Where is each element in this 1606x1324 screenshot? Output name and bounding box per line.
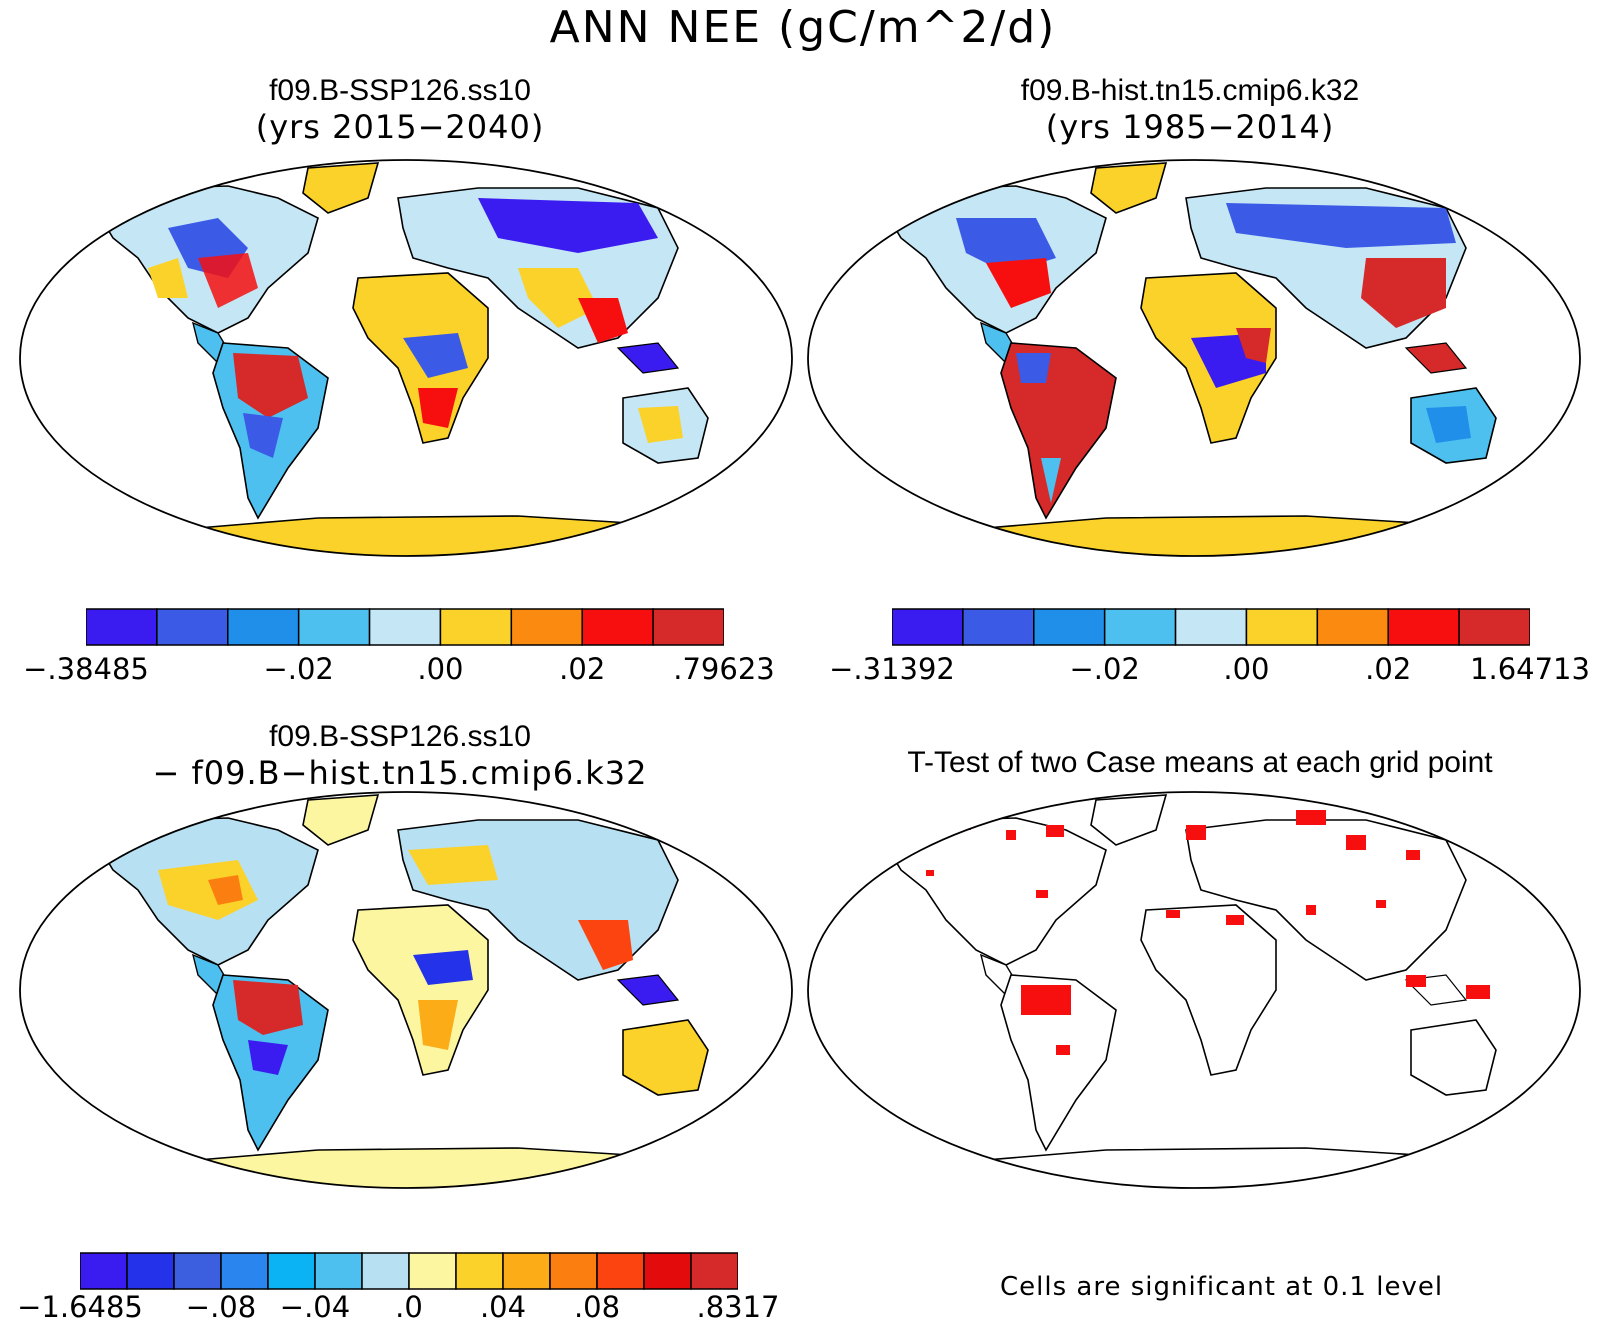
colorbar-tick-label: .8317 bbox=[696, 1290, 780, 1324]
colorbar-tick-label: .04 bbox=[479, 1290, 527, 1324]
colorbar-swatch bbox=[1387, 608, 1460, 646]
colorbar-tick-label: −.08 bbox=[185, 1290, 257, 1324]
colorbar-swatch bbox=[80, 1252, 128, 1290]
colorbar-swatch bbox=[892, 608, 964, 646]
panel-title-case1: f09.B-SSP126.ss10 (yrs 2015−2040) bbox=[90, 74, 710, 146]
colorbar-swatch bbox=[549, 1252, 598, 1290]
colorbar-case1-labels: −.38485 −.02 .00 .02 .79623 bbox=[23, 652, 775, 688]
colorbar-swatch bbox=[361, 1252, 410, 1290]
panel-title-diff-line2: − f09.B−hist.tn15.cmip6.k32 bbox=[152, 754, 648, 792]
colorbar-tick-label: 1.64713 bbox=[1470, 652, 1590, 686]
colorbar-diff-labels: −1.6485 −.08 −.04 .0 .04 .08 .8317 bbox=[17, 1290, 779, 1324]
colorbar-tick-label: −.02 bbox=[263, 652, 334, 686]
colorbar-swatch bbox=[267, 1252, 316, 1290]
colorbar-swatch bbox=[227, 608, 300, 646]
panel-title-case2-line2: (yrs 1985−2014) bbox=[1045, 108, 1335, 146]
colorbar-case1 bbox=[86, 608, 724, 646]
colorbar-swatch bbox=[1033, 608, 1106, 646]
colorbar-tick-label: −.31392 bbox=[829, 652, 955, 686]
colorbar-tick-label: .00 bbox=[417, 652, 464, 686]
panel-title-case1-line1: f09.B-SSP126.ss10 bbox=[269, 74, 531, 107]
panel-title-case1-line2: (yrs 2015−2040) bbox=[255, 108, 545, 146]
colorbar-swatch bbox=[1103, 608, 1177, 646]
colorbar-case2 bbox=[892, 608, 1530, 646]
colorbar-tick-label: .08 bbox=[573, 1290, 621, 1324]
colorbar-swatch bbox=[502, 1252, 551, 1290]
panel-title-case2-line1: f09.B-hist.tn15.cmip6.k32 bbox=[1020, 74, 1360, 107]
colorbar-tick-label: .02 bbox=[1365, 652, 1412, 686]
colorbar-swatch bbox=[173, 1252, 222, 1290]
colorbar-diff bbox=[80, 1252, 738, 1290]
colorbar-tick-label: .02 bbox=[559, 652, 606, 686]
colorbar-swatch bbox=[1316, 608, 1389, 646]
panel-title-ttest: T-Test of two Case means at each grid po… bbox=[907, 746, 1493, 779]
colorbar-tick-label: .00 bbox=[1223, 652, 1270, 686]
panel-title-diff: f09.B-SSP126.ss10 − f09.B−hist.tn15.cmip… bbox=[60, 720, 740, 792]
colorbar-swatch bbox=[86, 608, 158, 646]
colorbar-swatch bbox=[581, 608, 654, 646]
colorbar-swatch bbox=[643, 1252, 692, 1290]
colorbar-tick-label: −1.6485 bbox=[17, 1290, 143, 1324]
colorbar-tick-label: .79623 bbox=[673, 652, 775, 686]
colorbar-swatch bbox=[1245, 608, 1319, 646]
map-case1 bbox=[19, 159, 793, 557]
map-ttest bbox=[807, 791, 1581, 1189]
colorbar-tick-label: −.02 bbox=[1069, 652, 1140, 686]
colorbar-swatch bbox=[596, 1252, 645, 1290]
colorbar-case2-labels: −.31392 −.02 .00 .02 1.64713 bbox=[829, 652, 1590, 688]
colorbar-swatch bbox=[1458, 608, 1530, 646]
colorbar-swatch bbox=[220, 1252, 269, 1290]
colorbar-tick-label: .0 bbox=[395, 1290, 423, 1324]
colorbar-tick-label: −.38485 bbox=[23, 652, 149, 686]
colorbar-tick-label: −.04 bbox=[279, 1290, 351, 1324]
map-case2 bbox=[807, 159, 1581, 557]
colorbar-swatch bbox=[408, 1252, 457, 1290]
panel-title-case2: f09.B-hist.tn15.cmip6.k32 (yrs 1985−2014… bbox=[880, 74, 1500, 146]
map-diff bbox=[19, 791, 793, 1189]
colorbar-swatch bbox=[962, 608, 1035, 646]
landmass-greenland bbox=[302, 162, 380, 214]
colorbar-swatch bbox=[652, 608, 724, 646]
significance-note: Cells are significant at 0.1 level bbox=[1000, 1272, 1444, 1302]
colorbar-swatch bbox=[126, 1252, 175, 1290]
colorbar-swatch bbox=[510, 608, 583, 646]
colorbar-swatch bbox=[314, 1252, 363, 1290]
figure-title: ANN NEE (gC/m^2/d) bbox=[549, 2, 1057, 53]
colorbar-swatch bbox=[455, 1252, 504, 1290]
colorbar-swatch bbox=[368, 608, 442, 646]
colorbar-swatch bbox=[156, 608, 229, 646]
continent-antarctica bbox=[20, 515, 792, 556]
panel-title-diff-line1: f09.B-SSP126.ss10 bbox=[269, 720, 531, 753]
colorbar-swatch bbox=[690, 1252, 738, 1290]
colorbar-swatch bbox=[1174, 608, 1248, 646]
colorbar-swatch bbox=[439, 608, 513, 646]
colorbar-swatch bbox=[297, 608, 371, 646]
